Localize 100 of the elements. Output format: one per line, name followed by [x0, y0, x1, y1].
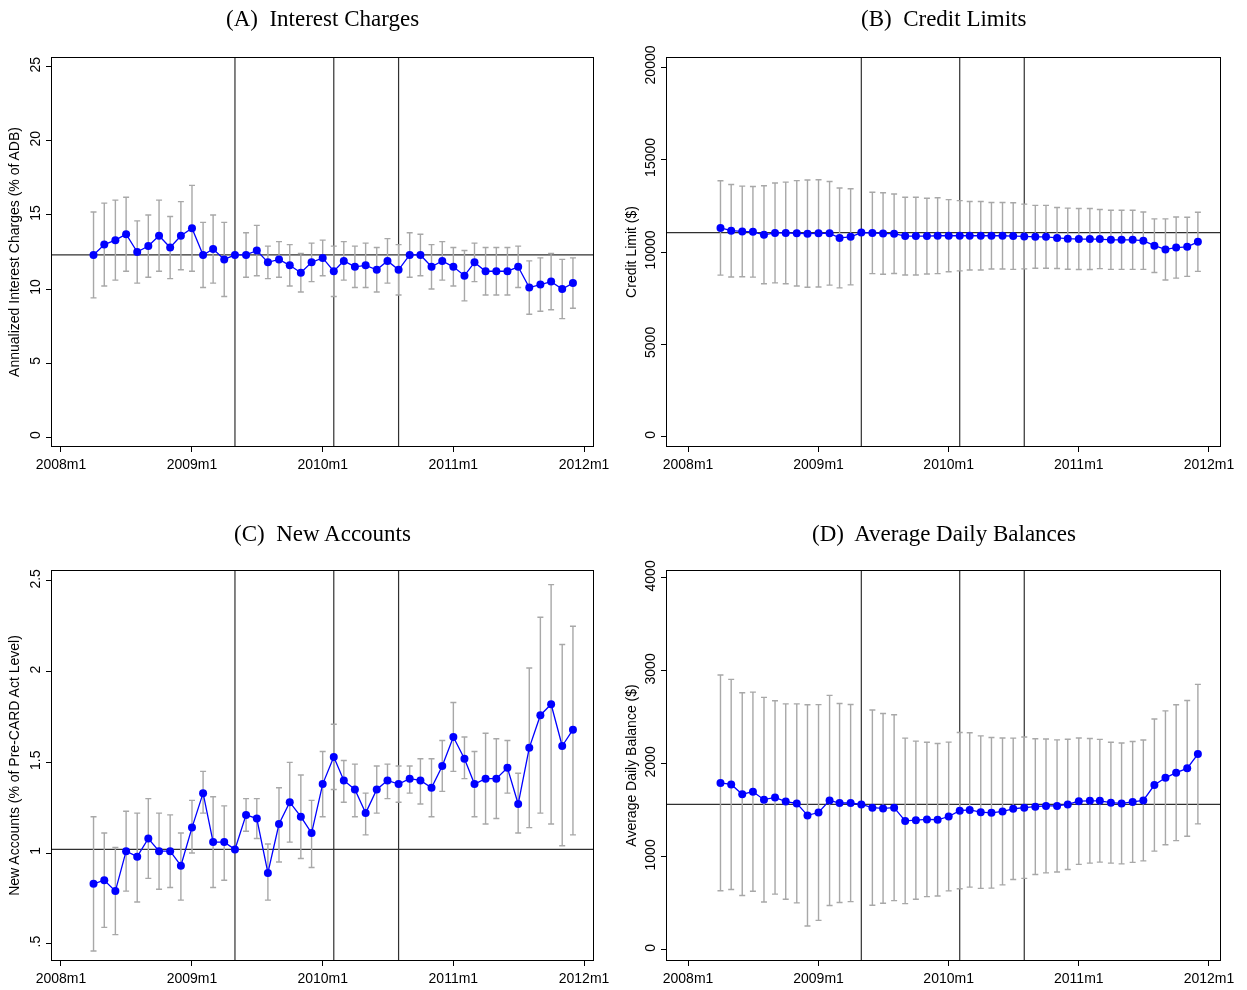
y-tick-label: 10 [27, 278, 44, 295]
point [470, 780, 479, 789]
chart-title: (D) Average Daily Balances [812, 521, 1077, 546]
point [1009, 232, 1018, 241]
point [1193, 750, 1202, 759]
point [1161, 773, 1170, 782]
y-tick-label: 5000 [642, 326, 659, 358]
point [230, 250, 239, 259]
point [536, 711, 545, 720]
point [965, 805, 974, 814]
point [868, 803, 877, 812]
point [1161, 245, 1170, 254]
point [492, 774, 501, 783]
point [394, 265, 403, 274]
point [155, 231, 164, 240]
point [965, 231, 974, 240]
point [122, 847, 131, 856]
point [933, 815, 942, 824]
point [481, 267, 490, 276]
point [922, 232, 931, 241]
point [100, 240, 109, 249]
point [503, 763, 512, 772]
point [835, 799, 844, 808]
point [901, 816, 910, 825]
point [1117, 799, 1126, 808]
point [1139, 796, 1148, 805]
x-tick-label: 2008m1 [35, 969, 87, 986]
point [263, 868, 272, 877]
point [857, 228, 866, 237]
point [825, 796, 834, 805]
point [868, 228, 877, 237]
point [230, 845, 239, 854]
point [879, 804, 888, 813]
point [176, 231, 185, 240]
point [187, 823, 196, 832]
y-tick-label: 4000 [642, 560, 659, 592]
x-tick-label: 2008m1 [35, 455, 87, 472]
x-tick-label: 2009m1 [166, 455, 218, 472]
point [1074, 797, 1083, 806]
point [339, 256, 348, 265]
point [759, 795, 768, 804]
point [911, 816, 920, 825]
point [825, 229, 834, 238]
chart-title: (A) Interest Charges [226, 6, 420, 31]
point [122, 230, 131, 239]
point [199, 250, 208, 259]
point [727, 780, 736, 789]
point [1128, 797, 1137, 806]
point [1042, 801, 1051, 810]
y-tick-label: 0 [27, 430, 44, 439]
point [449, 732, 458, 741]
point [781, 228, 790, 237]
point [792, 229, 801, 238]
point [1117, 235, 1126, 244]
y-tick-label: 2.5 [27, 568, 44, 589]
point [438, 256, 447, 265]
point [144, 834, 153, 843]
point [1150, 781, 1159, 790]
point [998, 807, 1007, 816]
y-tick-label: 2 [27, 665, 44, 674]
point [748, 787, 757, 796]
y-tick-label: .5 [27, 935, 44, 948]
point [987, 808, 996, 817]
point [1172, 243, 1181, 252]
point [242, 250, 251, 259]
point [416, 776, 425, 785]
point [372, 785, 381, 794]
point [285, 798, 294, 807]
point [1150, 241, 1159, 250]
point [1085, 235, 1094, 244]
point [792, 799, 801, 808]
point [285, 261, 294, 270]
point [748, 227, 757, 236]
point [350, 262, 359, 271]
point [155, 847, 164, 856]
point [89, 250, 98, 259]
point [738, 227, 747, 236]
point [350, 785, 359, 794]
point [1020, 232, 1029, 241]
point [361, 809, 370, 818]
x-tick-label: 2008m1 [662, 969, 714, 986]
point [1095, 235, 1104, 244]
point [329, 267, 338, 276]
point [803, 229, 812, 238]
point [716, 223, 725, 232]
point [771, 228, 780, 237]
point [318, 780, 327, 789]
point [275, 819, 283, 828]
x-tick-label: 2010m1 [923, 455, 975, 472]
point [781, 797, 790, 806]
x-tick-label: 2011m1 [1054, 969, 1104, 986]
point [307, 258, 316, 267]
y-axis-title: Annualized Interest Charges (% of ADB) [6, 127, 22, 377]
point [547, 700, 556, 709]
y-tick-label: 0 [642, 943, 659, 952]
point [514, 262, 523, 271]
point [1183, 242, 1192, 251]
point [89, 879, 98, 888]
point [846, 232, 855, 241]
x-tick-label: 2012m1 [558, 455, 610, 472]
